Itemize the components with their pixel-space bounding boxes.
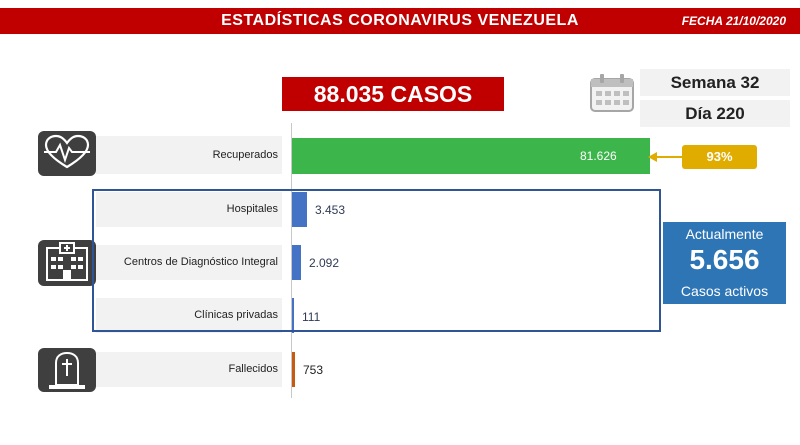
tombstone-icon [38, 348, 96, 392]
value-label-cdi: 2.092 [309, 256, 340, 270]
value-label-private-clinics: 111 [302, 310, 321, 324]
bar-hospitals [292, 192, 307, 227]
value-label-recovered: 81.626 [580, 149, 617, 163]
bar-recovered [292, 138, 650, 174]
bar-deaths [292, 352, 295, 387]
week-counter: Semana 32 [640, 69, 790, 96]
page-title: ESTADÍSTICAS CORONAVIRUS VENEZUELA [221, 12, 579, 29]
value-label-deaths: 753 [303, 363, 324, 377]
category-label-deaths: Fallecidos [96, 352, 282, 387]
chart-axis-line [291, 123, 292, 398]
active-cases-value: 5.656 [689, 244, 760, 275]
bar-private-clinics [292, 298, 294, 333]
active-cases-group-frame [92, 189, 661, 332]
bar-cdi [292, 245, 301, 280]
active-cases-subtitle: Casos activos [680, 283, 769, 299]
header-bar: ESTADÍSTICAS CORONAVIRUS VENEZUELA FECHA… [0, 8, 800, 34]
arrow-left-icon [648, 147, 686, 167]
total-cases-badge: 88.035 CASOS [282, 77, 504, 111]
active-cases-title: Actualmente [685, 226, 764, 242]
category-label-private-clinics: Clínicas privadas [96, 298, 282, 333]
category-label-recovered: Recuperados [96, 136, 282, 174]
calendar-icon [589, 73, 635, 113]
active-cases-box: Actualmente 5.656 Casos activos [663, 222, 786, 304]
heart-monitor-icon [38, 131, 96, 176]
day-counter: Día 220 [640, 100, 790, 127]
hospital-building-icon [38, 240, 96, 286]
recovered-percent-badge: 93% [682, 145, 757, 169]
value-label-hospitals: 3.453 [315, 203, 346, 217]
report-date: FECHA 21/10/2020 [681, 14, 786, 28]
category-label-cdi: Centros de Diagnóstico Integral [96, 245, 282, 280]
category-label-hospitals: Hospitales [96, 192, 282, 227]
